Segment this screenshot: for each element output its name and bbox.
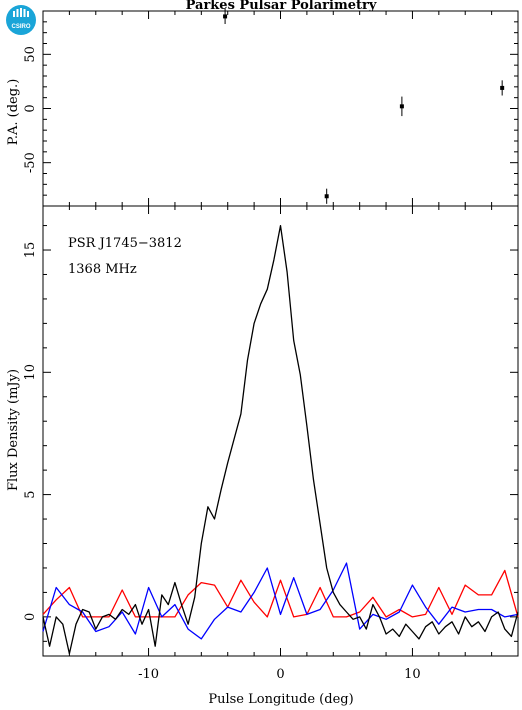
pa-panel-frame [42,10,519,207]
flux-xlabel: Pulse Longitude (deg) [208,692,353,707]
pa-ytick-label: -50 [23,152,38,173]
csiro-logo-text: CSIRO [11,24,30,30]
csiro-logo: CSIRO [6,5,36,35]
flux-xtick-label: -10 [138,667,159,682]
pa-point [399,104,404,109]
flux-ytick-label: 0 [23,613,38,621]
flux-circular-line [42,562,519,640]
pa-ylabel: P.A. (deg.) [6,79,21,146]
flux-total-intensity-line [42,224,519,655]
flux-ticks [42,206,519,656]
flux-xtick-label: 0 [276,667,284,682]
flux-ytick-label: 5 [23,490,38,498]
pa-points [223,8,505,204]
pa-point [223,14,228,19]
flux-xtick-label: 10 [404,667,421,682]
frequency-annotation: 1368 MHz [68,262,137,277]
pa-ytick-label: 50 [23,46,38,63]
flux-linear-line [42,569,519,618]
figure-title: Parkes Pulsar Polarimetry [186,0,377,13]
flux-ytick-label: 15 [23,242,38,259]
flux-ylabel: Flux Density (mJy) [6,369,21,491]
pa-ytick-label: 0 [23,104,38,112]
pa-point [500,85,505,90]
flux-ytick-label: 10 [23,364,38,381]
pa-point [324,194,329,199]
pa-ticks [42,11,519,206]
pulsar-name-annotation: PSR J1745−3812 [68,236,182,251]
flux-series [42,224,519,655]
